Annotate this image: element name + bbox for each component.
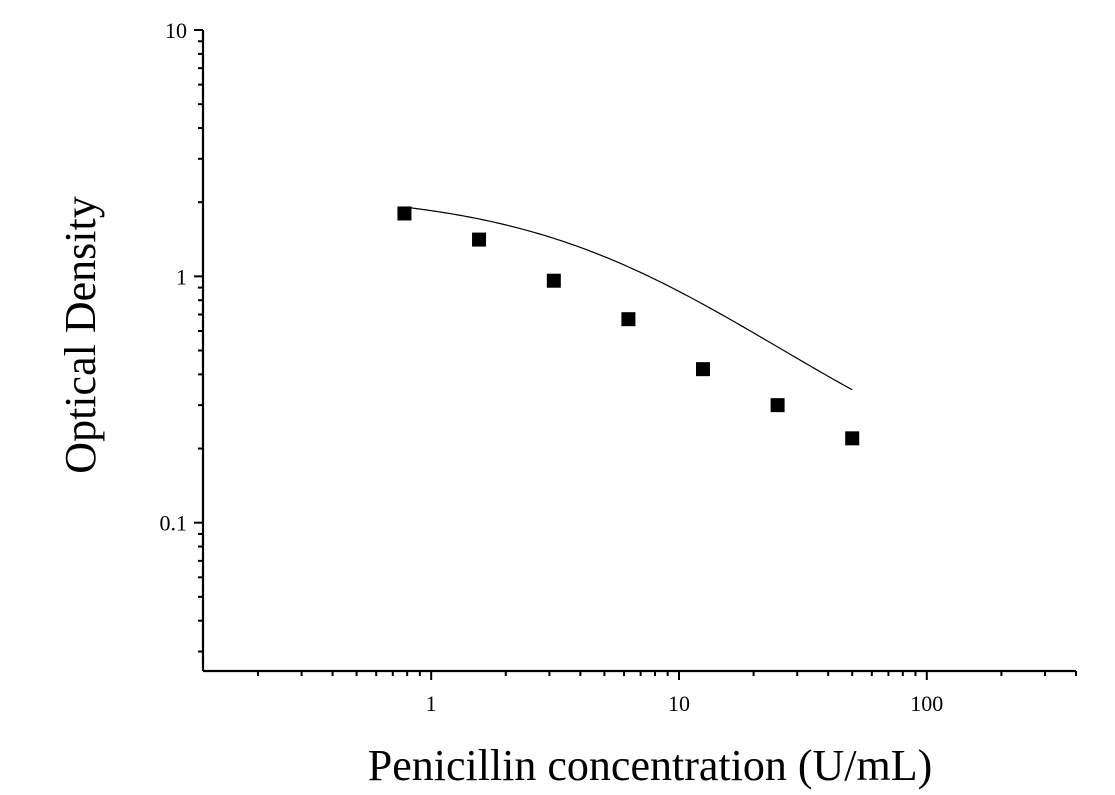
y-tick-label: 0.1 bbox=[160, 511, 188, 536]
ticks: 1 10 100 0.1 1 10 bbox=[160, 18, 1077, 716]
fit-curve bbox=[404, 206, 853, 391]
x-tick-label: 100 bbox=[910, 691, 943, 716]
data-point bbox=[845, 431, 860, 446]
data-point bbox=[546, 273, 561, 288]
data-points bbox=[397, 206, 860, 446]
axes bbox=[201, 30, 1076, 673]
data-point bbox=[770, 398, 785, 413]
x-axis-label: Penicillin concentration (U/mL) bbox=[368, 741, 933, 790]
fit-curve-group bbox=[404, 206, 853, 391]
x-tick-label: 1 bbox=[426, 691, 437, 716]
data-point bbox=[621, 312, 636, 327]
data-point bbox=[472, 232, 487, 247]
data-point bbox=[696, 362, 711, 377]
data-point bbox=[397, 206, 412, 221]
y-axis-label: Optical Density bbox=[56, 196, 105, 473]
y-tick-label: 10 bbox=[165, 18, 187, 43]
y-tick-label: 1 bbox=[176, 264, 187, 289]
x-tick-label: 10 bbox=[668, 691, 690, 716]
